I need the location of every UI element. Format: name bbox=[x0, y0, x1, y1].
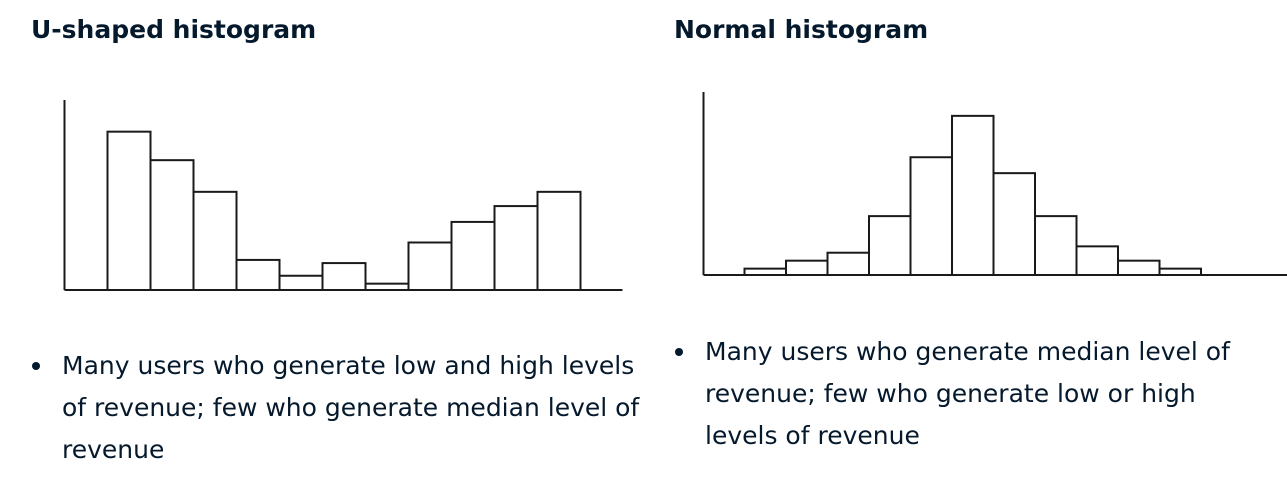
histogram-bar bbox=[235, 258, 281, 292]
u-shaped-description: Many users who generate low and high lev… bbox=[30, 345, 650, 471]
u-shaped-description-list: Many users who generate low and high lev… bbox=[30, 345, 650, 471]
histogram-bar bbox=[1034, 215, 1078, 276]
bullet-icon bbox=[675, 348, 683, 356]
normal-description: Many users who generate median level of … bbox=[673, 331, 1273, 457]
histogram-bar bbox=[992, 172, 1036, 276]
normal-histogram bbox=[702, 92, 1287, 277]
histogram-bar bbox=[909, 156, 953, 276]
chart-title-normal: Normal histogram bbox=[674, 15, 929, 44]
chart-title-u-shaped: U-shaped histogram bbox=[31, 15, 317, 44]
normal-description-text: Many users who generate median level of … bbox=[705, 337, 1230, 450]
histogram-bar bbox=[149, 159, 195, 291]
histogram-bar bbox=[785, 259, 829, 276]
u-shaped-histogram bbox=[63, 100, 623, 292]
histogram-bar bbox=[278, 274, 324, 291]
histogram-bar bbox=[868, 215, 912, 276]
histogram-bar bbox=[407, 241, 453, 291]
histogram-bar bbox=[450, 220, 496, 292]
histogram-bar bbox=[1117, 259, 1161, 276]
u-shaped-description-text: Many users who generate low and high lev… bbox=[62, 351, 640, 464]
bullet-icon bbox=[32, 362, 40, 370]
histogram-bar bbox=[106, 130, 152, 291]
histogram-bar bbox=[826, 251, 870, 277]
normal-panel: Normal histogram Many users who generate… bbox=[643, 0, 1287, 493]
histogram-bar bbox=[1075, 245, 1119, 276]
normal-description-list: Many users who generate median level of … bbox=[673, 331, 1273, 457]
histogram-bar bbox=[493, 205, 539, 291]
histogram-bar bbox=[192, 190, 238, 291]
histogram-bar bbox=[321, 262, 367, 291]
histogram-bar bbox=[951, 114, 995, 276]
histogram-bar bbox=[536, 190, 582, 291]
u-shaped-panel: U-shaped histogram Many users who genera… bbox=[30, 15, 650, 471]
